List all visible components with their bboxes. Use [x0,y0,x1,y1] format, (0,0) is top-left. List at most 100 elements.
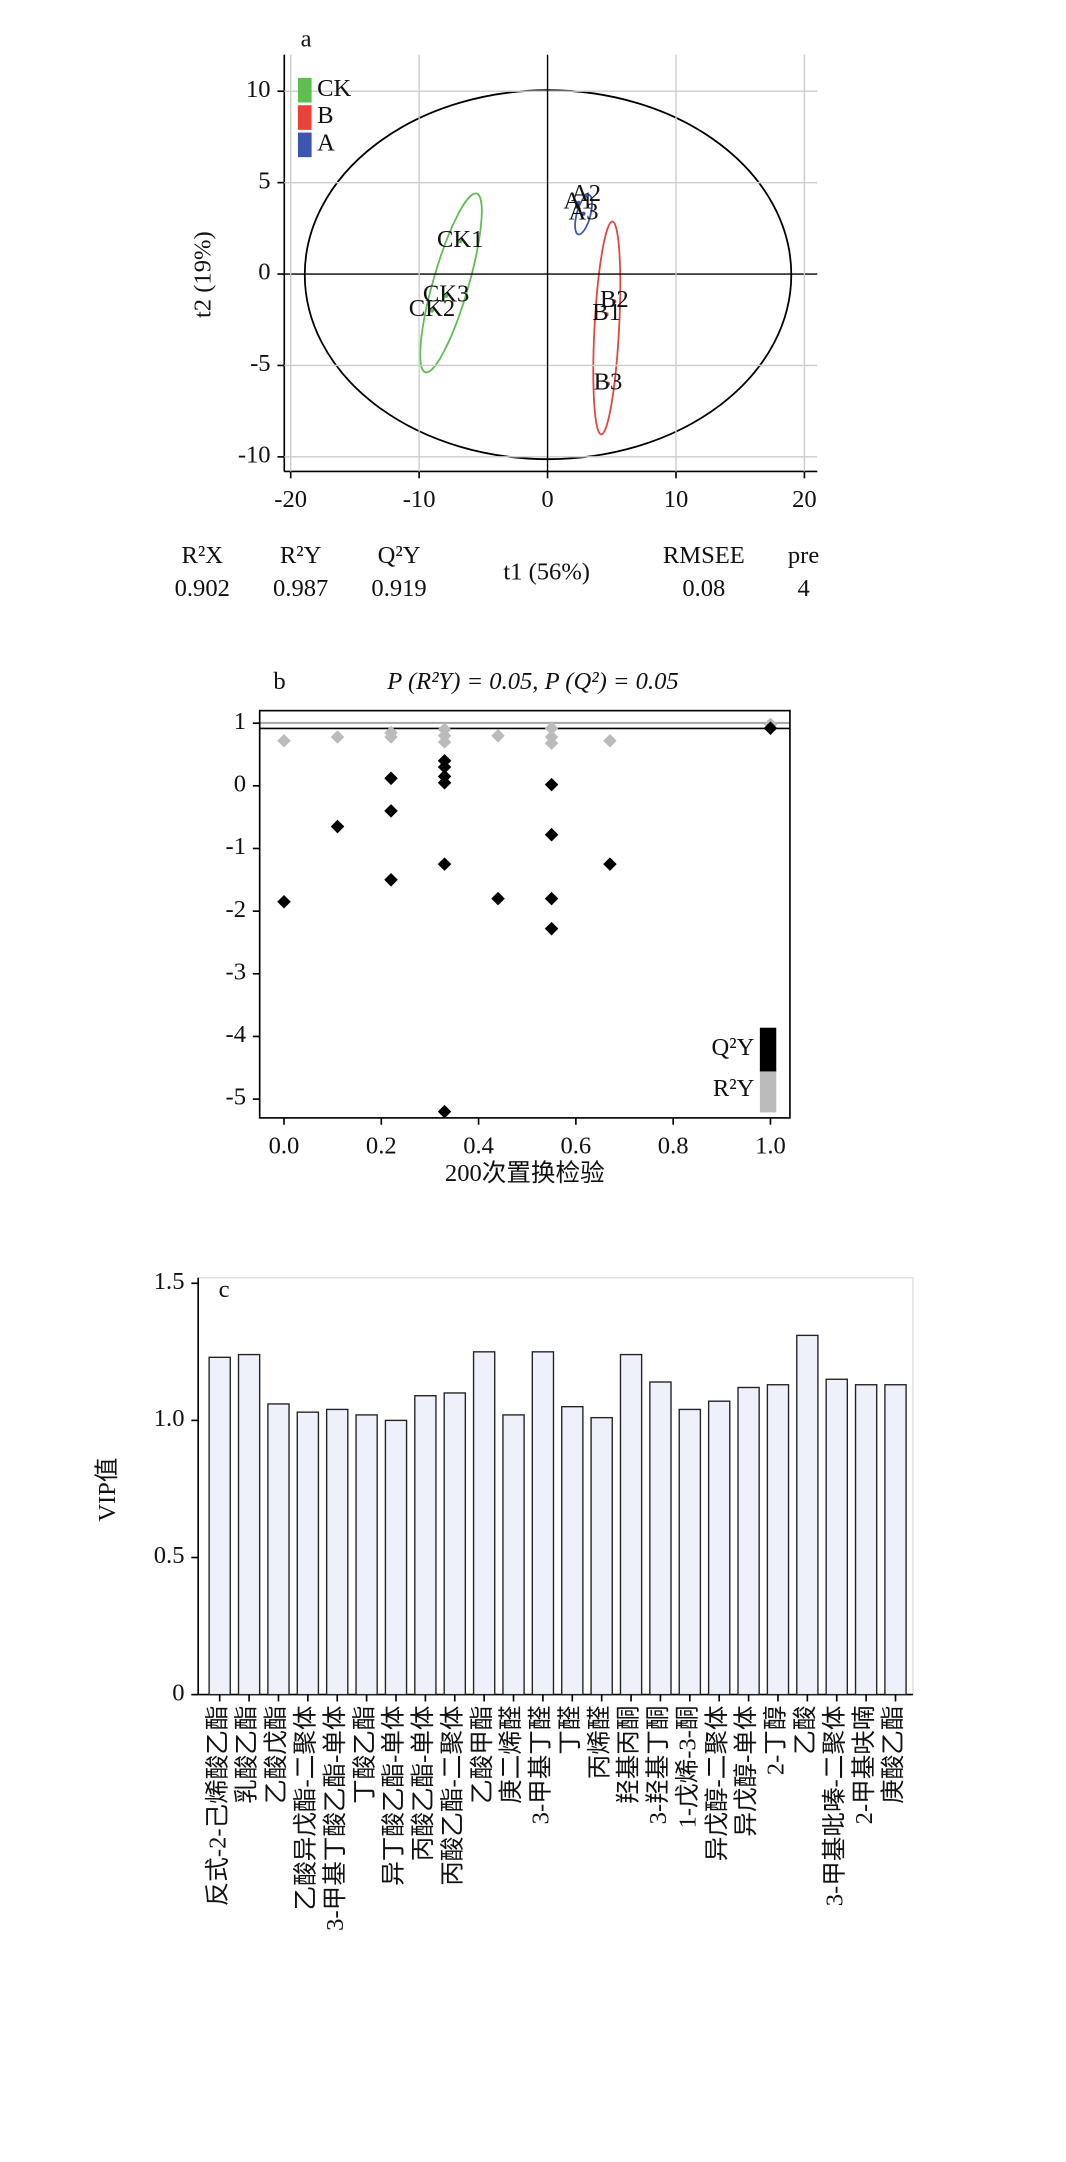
stat-value: 4 [797,575,809,602]
ck-ellipse [419,192,483,374]
point [603,857,617,871]
x-tick-label: 0.4 [463,1133,494,1160]
x-axis-label: 200次置换检验 [445,1159,605,1187]
x-tick-label: 丁酸乙酯 [350,1706,378,1804]
legend-label: CK [317,75,351,102]
point [581,211,586,216]
y-tick-label: 0 [234,770,246,797]
x-tick-label: 3-甲基丁酸乙酯-单体 [321,1706,349,1931]
bar [414,1395,437,1696]
y-tick-label: 1 [234,708,246,735]
x-tick-label: 乳酸乙酯 [233,1706,261,1804]
bar [590,1416,613,1696]
bar [707,1400,731,1696]
bar [825,1378,848,1696]
legend-label: A [317,130,335,157]
y-tick-label: -1 [226,833,246,860]
x-tick-label: 1-戊烯-3-酮 [673,1706,701,1829]
point-label: CK2 [409,295,455,322]
point [437,760,452,774]
point-label: B2 [600,286,629,313]
x-axis-label: t1 (56%) [503,559,590,586]
y-tick-label: 0 [172,1679,184,1706]
stat-name: R²X [182,542,224,569]
x-tick-label: 0.6 [561,1133,592,1160]
panel-label: b [273,668,285,695]
bar [237,1353,261,1696]
stat-value: 0.902 [175,575,230,602]
x-tick-label: 乙酸异戊酯-二聚体 [291,1706,319,1911]
stat-name: R²Y [280,542,322,569]
x-tick-label: 羟基丙酮 [615,1706,643,1804]
point [544,777,559,792]
point [458,239,463,244]
legend-swatch [297,132,312,158]
point-label: A3 [568,198,598,225]
point [384,873,398,887]
y-tick-label: 1.0 [154,1405,185,1432]
point [491,728,505,743]
point [576,200,581,205]
y-tick-label: 5 [258,167,270,194]
point-label: B3 [594,368,623,395]
bar [208,1356,231,1696]
y-tick-label: -10 [238,442,271,469]
bar [884,1384,907,1696]
x-tick-label: 2-甲基呋喃 [850,1706,878,1825]
x-tick-label: 丁醛 [556,1706,584,1755]
stat-value: 0.919 [371,575,426,602]
legend-swatch [297,77,312,103]
point [605,381,610,386]
x-tick-label: 异丁酸乙酯-单体 [380,1706,408,1886]
x-tick-label: 2-丁醇 [762,1706,790,1776]
y-axis-label: VIP值 [93,1458,121,1522]
stat-name: pre [788,542,819,569]
x-tick-label: 1.0 [755,1133,786,1160]
bar [325,1408,349,1696]
bar [678,1408,702,1696]
y-tick-label: 10 [246,76,271,103]
a-ellipse [574,193,593,236]
x-tick-label: 0.8 [658,1133,689,1160]
point-label: CK3 [423,281,469,308]
y-tick-label: 1.5 [154,1268,185,1295]
y-tick-label: -5 [226,1084,246,1111]
point [437,735,452,749]
stat-value: 0.08 [682,575,725,602]
x-tick-label: -20 [274,486,307,513]
point [444,293,449,299]
x-tick-label: 庚酸乙酯 [879,1706,907,1804]
point [544,827,559,842]
x-tick-label: 乙酸戊酯 [262,1706,290,1804]
point [612,299,617,304]
bar [766,1384,790,1696]
x-tick-label: 丙酸乙酯-单体 [409,1706,437,1862]
bar [531,1351,555,1696]
point-label: A1 [563,187,593,214]
legend-swatch [297,105,312,130]
x-tick-label: 10 [664,486,689,513]
bar [355,1414,378,1696]
bar [854,1384,878,1696]
x-tick-label: 3-羟基丁酮 [644,1706,672,1825]
legend-swatch [759,1068,777,1113]
point [437,1104,452,1119]
legend-label: B [317,102,333,129]
chart-title: P (R²Y) = 0.05, P (Q²) = 0.05 [386,668,678,695]
stat-name: Q²Y [378,542,421,569]
point-label: B1 [592,299,621,326]
y-tick-label: -4 [226,1021,246,1048]
x-tick-label: 0.2 [366,1133,397,1160]
y-tick-label: -3 [226,958,246,985]
x-tick-label: 反式-2-己烯酸乙酯 [203,1706,231,1907]
y-tick-label: -5 [250,350,270,377]
point [544,721,559,735]
bar [502,1414,525,1696]
x-tick-label: 庚二烯醛 [497,1706,525,1804]
y-tick-label: 0.5 [154,1542,185,1569]
legend-swatch [759,1027,777,1072]
point [584,193,589,198]
bar [296,1411,320,1696]
